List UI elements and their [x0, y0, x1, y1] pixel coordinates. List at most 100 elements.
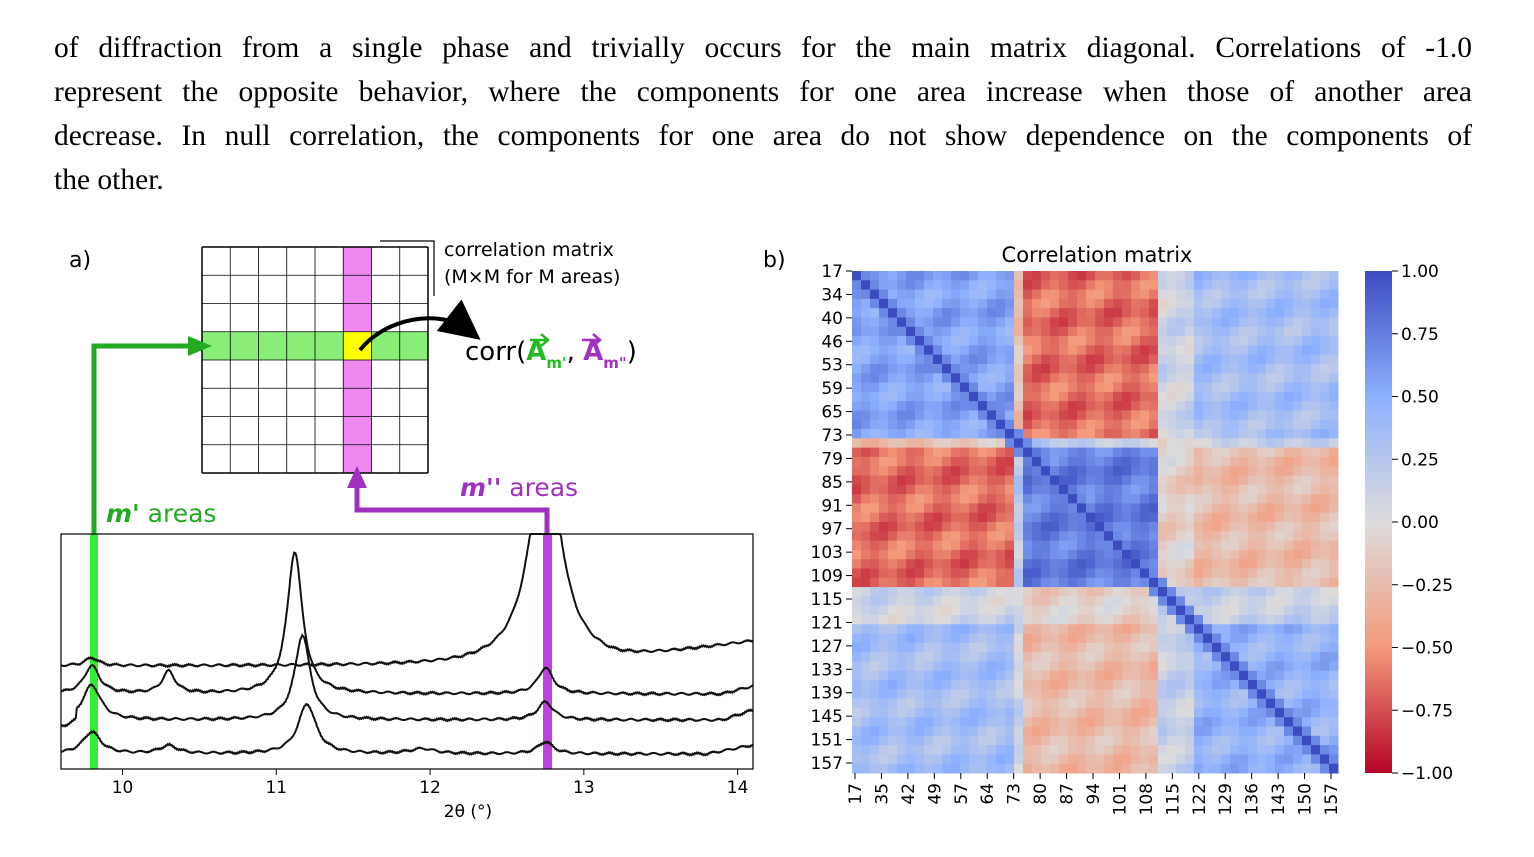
heatmap-cell	[1122, 726, 1132, 737]
heatmap-cell	[978, 587, 988, 597]
heatmap-cell	[996, 587, 1006, 597]
heatmap-cell	[1284, 429, 1294, 439]
heatmap-cell	[870, 438, 880, 449]
heatmap-cell	[915, 475, 925, 486]
heatmap-cell	[1023, 735, 1033, 746]
heatmap-cell	[1149, 484, 1159, 495]
heatmap-cell	[1095, 522, 1105, 532]
heatmap-cell	[1185, 391, 1195, 402]
heatmap-cell	[969, 466, 979, 477]
heatmap-cell	[1221, 614, 1231, 625]
heatmap-cell	[915, 559, 925, 569]
heatmap-cell	[1158, 624, 1168, 635]
heatmap-cell	[1185, 577, 1195, 588]
heatmap-cell	[1023, 382, 1033, 393]
heatmap-cell	[906, 596, 916, 607]
heatmap-cell	[1203, 689, 1213, 700]
heatmap-cell	[1059, 382, 1069, 393]
heatmap-cell	[1248, 531, 1258, 542]
heatmap-cell	[978, 754, 988, 765]
heatmap-cell	[1320, 382, 1330, 393]
heatmap-cell	[1194, 596, 1204, 607]
heatmap-cell	[1086, 745, 1096, 755]
heatmap-cell	[1059, 484, 1069, 495]
heatmap-cell	[924, 456, 934, 467]
heatmap-cell	[915, 308, 925, 318]
heatmap-cell	[888, 382, 898, 393]
heatmap-cell	[915, 363, 925, 374]
heatmap-cell	[1239, 549, 1249, 560]
heatmap-cell	[933, 707, 943, 718]
heatmap-cell	[1239, 735, 1249, 746]
heatmap-cell	[1248, 652, 1258, 662]
heatmap-cell	[897, 707, 907, 718]
heatmap-cell	[942, 670, 952, 681]
heatmap-cell	[852, 549, 862, 560]
heatmap-cell	[1185, 754, 1195, 765]
heatmap-cell	[1212, 308, 1222, 318]
heatmap-cell	[996, 308, 1006, 318]
heatmap-cell	[1185, 298, 1195, 309]
heatmap-cell	[1113, 652, 1123, 662]
heatmap-x-tick-label: 136	[1243, 783, 1263, 815]
heatmap-cell	[1014, 642, 1024, 653]
heatmap-cell	[1032, 540, 1042, 551]
heatmap-cell	[1239, 419, 1249, 430]
heatmap-cell	[1293, 531, 1303, 542]
heatmap-cell	[1221, 363, 1231, 374]
heatmap-cell	[1077, 475, 1087, 486]
heatmap-cell	[852, 642, 862, 653]
heatmap-cell	[1023, 670, 1033, 681]
heatmap-cell	[1077, 726, 1087, 737]
heatmap-cell	[1284, 447, 1294, 458]
heatmap-cell	[987, 549, 997, 560]
heatmap-cell	[1302, 735, 1312, 746]
heatmap-cell	[1311, 354, 1321, 365]
heatmap-cell	[1041, 670, 1051, 681]
heatmap-cell	[1149, 354, 1159, 365]
heatmap-cell	[1086, 438, 1096, 449]
heatmap-cell	[870, 568, 880, 579]
heatmap-cell	[1068, 717, 1078, 728]
heatmap-cell	[969, 326, 979, 337]
heatmap-cell	[897, 401, 907, 411]
heatmap-cell	[1113, 642, 1123, 653]
heatmap-cell	[969, 484, 979, 495]
heatmap-cell	[1221, 605, 1231, 616]
heatmap-cell	[1248, 419, 1258, 430]
heatmap-cell	[969, 717, 979, 728]
heatmap-cell	[960, 401, 970, 411]
heatmap-cell	[1131, 624, 1141, 635]
heatmap-cell	[1311, 614, 1321, 625]
heatmap-cell	[924, 438, 934, 449]
heatmap-cell	[1086, 326, 1096, 337]
heatmap-cell	[1284, 652, 1294, 662]
heatmap-cell	[1050, 438, 1060, 449]
heatmap-cell	[1284, 559, 1294, 569]
heatmap-cell	[1275, 289, 1285, 300]
heatmap-y-tick-label: 85	[821, 473, 843, 493]
heatmap-cell	[1176, 698, 1186, 709]
heatmap-cell	[1176, 763, 1186, 774]
heatmap-cell	[960, 717, 970, 728]
vector-arrow-icon	[530, 333, 550, 347]
heatmap-cell	[1041, 438, 1051, 449]
heatmap-cell	[879, 717, 889, 728]
heatmap-cell	[1239, 726, 1249, 737]
heatmap-cell	[1266, 326, 1276, 337]
heatmap-cell	[969, 280, 979, 291]
heatmap-cell	[1230, 735, 1240, 746]
heatmap-cell	[1230, 410, 1240, 421]
heatmap-cell	[1158, 336, 1168, 346]
heatmap-cell	[1212, 707, 1222, 718]
heatmap-cell	[1311, 689, 1321, 700]
heatmap-cell	[1068, 754, 1078, 765]
heatmap-cell	[852, 298, 862, 309]
heatmap-cell	[1275, 410, 1285, 421]
heatmap-cell	[1212, 503, 1222, 514]
heatmap-cell	[1149, 549, 1159, 560]
heatmap-cell	[1230, 326, 1240, 337]
heatmap-cell	[1113, 503, 1123, 514]
heatmap-cell	[1329, 494, 1339, 504]
heatmap-cell	[1068, 382, 1078, 393]
